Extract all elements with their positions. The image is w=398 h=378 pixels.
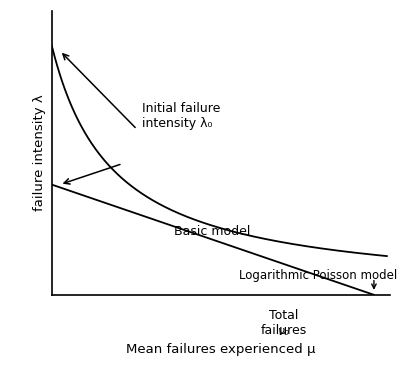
Text: Initial failure
intensity λ₀: Initial failure intensity λ₀ xyxy=(142,102,220,130)
X-axis label: Mean failures experienced μ: Mean failures experienced μ xyxy=(126,344,316,356)
Text: ν₀: ν₀ xyxy=(278,325,290,338)
Text: Logarithmic Poisson model: Logarithmic Poisson model xyxy=(239,269,397,282)
Text: Total
failures: Total failures xyxy=(261,309,307,337)
Y-axis label: failure intensity λ: failure intensity λ xyxy=(33,95,46,211)
Text: Basic model: Basic model xyxy=(174,225,251,239)
